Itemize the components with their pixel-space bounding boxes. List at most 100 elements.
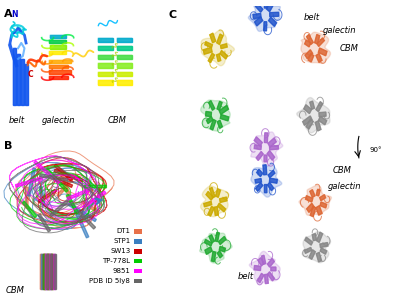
Polygon shape <box>205 239 212 246</box>
Polygon shape <box>220 197 227 203</box>
Polygon shape <box>218 203 226 212</box>
Polygon shape <box>255 16 263 26</box>
Bar <box>134 239 142 244</box>
Bar <box>134 249 142 254</box>
Polygon shape <box>200 186 229 217</box>
Polygon shape <box>251 164 282 197</box>
Polygon shape <box>208 53 215 63</box>
Polygon shape <box>315 34 320 44</box>
Polygon shape <box>98 46 113 50</box>
Polygon shape <box>203 47 212 54</box>
Polygon shape <box>204 201 212 207</box>
Text: CBM: CBM <box>339 44 358 53</box>
Polygon shape <box>320 242 328 247</box>
Polygon shape <box>310 206 316 217</box>
Polygon shape <box>306 196 313 202</box>
Polygon shape <box>264 184 267 193</box>
Polygon shape <box>211 251 216 262</box>
Polygon shape <box>316 189 320 196</box>
Polygon shape <box>271 267 276 271</box>
Polygon shape <box>117 72 132 76</box>
Polygon shape <box>318 116 327 125</box>
Polygon shape <box>50 254 52 289</box>
Polygon shape <box>269 12 279 17</box>
Polygon shape <box>217 54 221 61</box>
Polygon shape <box>264 2 267 8</box>
Polygon shape <box>46 168 68 192</box>
Polygon shape <box>49 40 66 43</box>
Polygon shape <box>45 254 47 289</box>
Polygon shape <box>49 65 68 68</box>
Polygon shape <box>98 63 113 68</box>
Polygon shape <box>83 191 106 208</box>
Polygon shape <box>49 60 71 63</box>
Polygon shape <box>54 169 83 181</box>
Polygon shape <box>45 254 47 289</box>
Polygon shape <box>306 203 314 212</box>
Polygon shape <box>316 232 323 242</box>
Polygon shape <box>40 174 68 181</box>
Polygon shape <box>81 201 99 213</box>
Polygon shape <box>258 258 264 266</box>
Polygon shape <box>41 254 42 289</box>
Polygon shape <box>117 38 132 42</box>
Polygon shape <box>54 178 73 188</box>
Polygon shape <box>47 254 49 289</box>
Polygon shape <box>303 116 312 125</box>
Polygon shape <box>117 46 132 50</box>
Polygon shape <box>215 189 221 197</box>
Polygon shape <box>308 54 314 62</box>
Polygon shape <box>269 178 277 183</box>
Polygon shape <box>43 254 45 289</box>
Polygon shape <box>43 254 45 289</box>
Polygon shape <box>45 254 46 289</box>
Polygon shape <box>217 101 222 110</box>
Polygon shape <box>209 100 215 110</box>
Polygon shape <box>75 211 89 238</box>
Polygon shape <box>220 50 228 59</box>
Polygon shape <box>201 31 235 66</box>
Polygon shape <box>51 254 53 289</box>
Polygon shape <box>49 70 71 74</box>
Polygon shape <box>304 105 312 114</box>
Polygon shape <box>215 232 219 242</box>
Polygon shape <box>21 59 24 105</box>
Polygon shape <box>207 116 213 124</box>
Bar <box>134 279 142 283</box>
Polygon shape <box>266 1 274 12</box>
Polygon shape <box>256 152 263 160</box>
Polygon shape <box>60 173 71 198</box>
Polygon shape <box>98 80 113 85</box>
Polygon shape <box>317 38 324 46</box>
Polygon shape <box>219 236 226 244</box>
Polygon shape <box>200 100 230 131</box>
Polygon shape <box>316 53 322 62</box>
Polygon shape <box>67 188 90 200</box>
Polygon shape <box>205 42 213 48</box>
Polygon shape <box>57 175 75 197</box>
Polygon shape <box>302 232 330 263</box>
Polygon shape <box>257 169 263 177</box>
Polygon shape <box>25 187 28 208</box>
Polygon shape <box>50 35 66 38</box>
Polygon shape <box>306 34 313 44</box>
Polygon shape <box>206 191 213 200</box>
Text: DT1: DT1 <box>116 229 130 235</box>
Polygon shape <box>267 259 274 267</box>
Text: CBM: CBM <box>332 166 351 175</box>
Polygon shape <box>22 201 37 217</box>
Polygon shape <box>268 170 275 178</box>
Polygon shape <box>316 252 322 262</box>
Polygon shape <box>255 182 263 191</box>
Polygon shape <box>217 251 223 258</box>
Polygon shape <box>49 254 51 289</box>
Polygon shape <box>254 137 262 146</box>
Polygon shape <box>249 251 280 284</box>
Polygon shape <box>263 165 267 175</box>
Polygon shape <box>49 254 51 289</box>
Polygon shape <box>318 48 327 56</box>
Polygon shape <box>51 254 53 289</box>
Polygon shape <box>117 63 132 68</box>
Polygon shape <box>214 207 218 216</box>
Polygon shape <box>305 50 313 59</box>
